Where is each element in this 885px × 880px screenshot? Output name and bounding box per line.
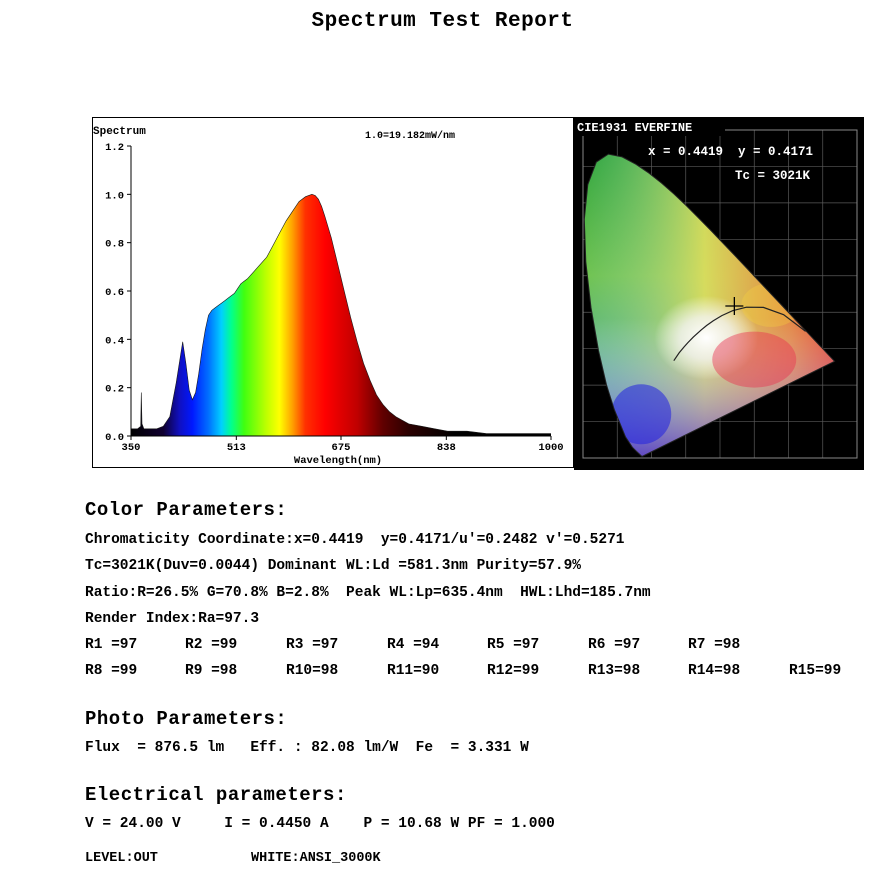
y-tick-label: 0.8 [105, 239, 124, 251]
y-tick-label: 1.2 [105, 142, 124, 154]
render-index-value: R5 =97 [487, 637, 540, 653]
render-index-value: R6 =97 [588, 637, 641, 653]
render-index-line: Render Index:Ra=97.3 [85, 611, 260, 627]
render-index-value: R7 =98 [688, 637, 741, 653]
spectrum-svg: 0.0 0.2 0.4 0.6 0.8 1.0 1.2 350 513 675 838 1000 Sp… [93, 126, 564, 467]
render-index-value: R1 =97 [85, 637, 138, 653]
render-index-value: R13=98 [588, 663, 641, 679]
cie-xy-annotation: x = 0.4419 y = 0.4171 [648, 145, 813, 159]
cie-svg: CIE1931 EVERFINE x = 0.4419 y = 0.4171 T… [575, 118, 858, 459]
cie-title: CIE1931 EVERFINE [577, 121, 692, 135]
spectrum-title: Spectrum [93, 126, 146, 138]
ratio-line: Ratio:R=26.5% G=70.8% B=2.8% Peak WL:Lp=… [85, 585, 651, 601]
flux-line: Flux = 876.5 lm Eff. : 82.08 lm/W Fe = 3… [85, 740, 529, 756]
x-tick-label: 838 [437, 442, 456, 454]
render-index-value: R15=99 [789, 663, 842, 679]
render-index-value: R14=98 [688, 663, 741, 679]
photo-parameters-heading: Photo Parameters: [85, 708, 288, 730]
render-index-row-2: R8 =99 R9 =98 R10=98 R11=90 R12=99 R13=98 R14=… [85, 663, 865, 681]
report-title: Spectrum Test Report [311, 10, 574, 33]
electrical-line: V = 24.00 V I = 0.4450 A P = 10.68 W PF … [85, 816, 555, 832]
y-tick-label: 0.0 [105, 432, 124, 444]
render-index-value: R11=90 [387, 663, 440, 679]
x-tick-label: 1000 [538, 442, 563, 454]
spectrum-x-axis-label: Wavelength(nm) [294, 455, 382, 467]
render-index-value: R8 =99 [85, 663, 138, 679]
render-index-value: R4 =94 [387, 637, 440, 653]
cie-tc-annotation: Tc = 3021K [735, 169, 811, 183]
level-label: LEVEL:OUT [85, 851, 158, 866]
render-index-value: R10=98 [286, 663, 339, 679]
spectrum-series-line [131, 193, 551, 434]
render-index-row-1: R1 =97 R2 =99 R3 =97 R4 =94 R5 =97 R6 =97 R7 =… [85, 637, 865, 655]
spectrum-chart: 0.0 0.2 0.4 0.6 0.8 1.0 1.2 350 513 675 838 1000 Sp… [92, 117, 574, 468]
x-tick-label: 513 [227, 442, 246, 454]
spectrum-scale-annotation: 1.0=19.182mW/nm [365, 130, 455, 142]
render-index-value: R2 =99 [185, 637, 238, 653]
color-parameters-heading: Color Parameters: [85, 499, 288, 521]
x-tick-label: 350 [122, 442, 141, 454]
spectrum-area [131, 193, 551, 436]
y-tick-label: 0.2 [105, 384, 124, 396]
cie-locus [584, 154, 835, 457]
x-tick-label: 675 [332, 442, 351, 454]
render-index-value: R3 =97 [286, 637, 339, 653]
y-tick-label: 0.6 [105, 287, 124, 299]
render-index-value: R9 =98 [185, 663, 238, 679]
cie-diagram: CIE1931 EVERFINE x = 0.4419 y = 0.4171 T… [574, 117, 864, 470]
color-temperature-line: Tc=3021K(Duv=0.0044) Dominant WL:Ld =581… [85, 558, 581, 574]
render-index-value: R12=99 [487, 663, 540, 679]
planckian-locus [673, 306, 806, 362]
y-tick-label: 1.0 [105, 190, 124, 202]
chromaticity-marker [725, 296, 744, 315]
white-label: WHITE:ANSI_3000K [251, 851, 381, 866]
chromaticity-line: Chromaticity Coordinate:x=0.4419 y=0.417… [85, 532, 625, 548]
spectrum-series-fill [131, 194, 551, 436]
spectrum-axes: 0.0 0.2 0.4 0.6 0.8 1.0 1.2 350 513 675 838 1000 [105, 142, 564, 454]
y-tick-label: 0.4 [105, 335, 124, 347]
electrical-parameters-heading: Electrical parameters: [85, 784, 347, 806]
spectrum-labels: Spectrum 1.0=19.182mW/nm Wavelength(nm) [93, 126, 455, 467]
